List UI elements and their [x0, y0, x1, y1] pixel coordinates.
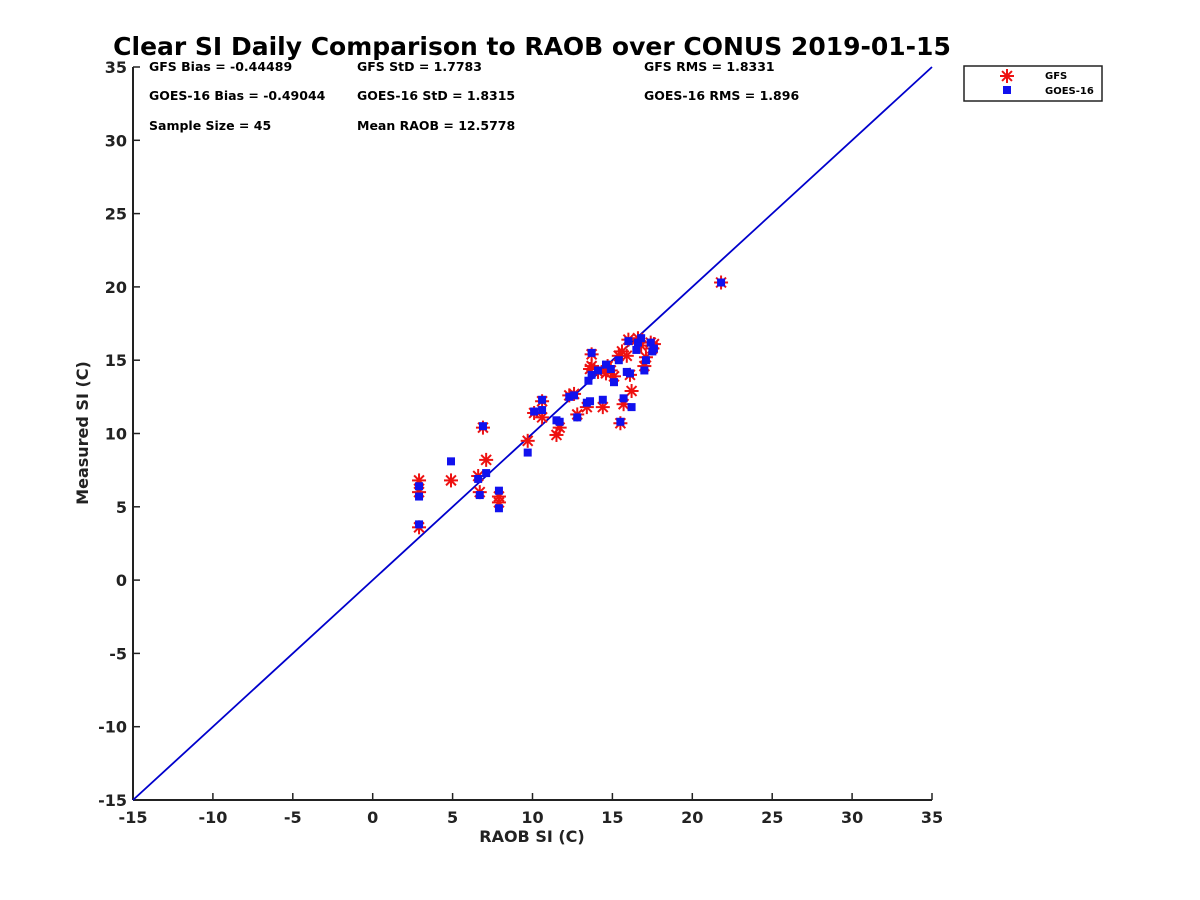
goes-16-point [584, 376, 593, 385]
goes-16-point [637, 334, 646, 343]
y-tick-label: 15 [105, 351, 127, 370]
goes-16-point [494, 486, 503, 495]
goes-16-point [625, 369, 634, 378]
x-tick-label: 30 [841, 808, 863, 827]
goes-16-point [616, 417, 625, 426]
goes-16-point [573, 413, 582, 422]
legend: GFS GOES-16 [963, 65, 1103, 102]
goes-16-point [594, 366, 603, 375]
x-tick-label: 5 [447, 808, 458, 827]
goes-16-point [602, 360, 611, 369]
goes-16-point [538, 406, 547, 415]
goes-16-point [415, 492, 424, 501]
gfs-point [520, 433, 535, 448]
y-tick-label: 35 [105, 58, 127, 77]
goes-16-point [555, 417, 564, 426]
goes-16-point [538, 395, 547, 404]
y-tick-label: 30 [105, 131, 127, 150]
legend-goes-16-label: GOES-16 [1045, 86, 1094, 97]
goes-16-point [627, 403, 636, 412]
stat-annotation: Mean RAOB = 12.5778 [357, 118, 515, 133]
legend-gfs-label: GFS [1045, 71, 1067, 82]
stat-annotation: GFS StD = 1.7783 [357, 59, 482, 74]
stat-annotation: GFS Bias = -0.44489 [149, 59, 292, 74]
x-tick-label: -10 [198, 808, 227, 827]
goes-16-point [523, 448, 532, 457]
x-tick-label: 25 [761, 808, 783, 827]
stat-annotation: GOES-16 StD = 1.8315 [357, 88, 515, 103]
statistics-annotations: GFS Bias = -0.44489 GFS StD = 1.7783 GFS R… [149, 59, 799, 133]
y-axis-label: Measured SI (C) [73, 361, 92, 505]
goes-16-point [641, 356, 650, 365]
legend-gfs-marker [1000, 69, 1014, 83]
y-tick-label: 20 [105, 278, 127, 297]
goes-16-point [474, 474, 483, 483]
y-tick-label: -5 [109, 644, 127, 663]
goes-16-point [649, 344, 658, 353]
goes-16-point [530, 407, 539, 416]
x-tick-label: 35 [921, 808, 943, 827]
goes-16-point [565, 392, 574, 401]
x-tick-label: -15 [119, 808, 148, 827]
y-ticks: -15 -10 -5 0 5 10 15 20 25 30 35 [98, 58, 140, 810]
y-tick-label: 5 [116, 498, 127, 517]
y-tick-label: 0 [116, 571, 127, 590]
x-tick-label: 15 [601, 808, 623, 827]
chart-title: Clear SI Daily Comparison to RAOB over C… [113, 32, 951, 61]
goes-16-point [586, 397, 595, 406]
goes-16-point [619, 394, 628, 403]
goes-16-point [482, 469, 491, 478]
goes-16-point [632, 345, 641, 354]
stat-annotation: GOES-16 Bias = -0.49044 [149, 88, 326, 103]
gfs-point [535, 410, 550, 425]
goes-16-point [587, 370, 596, 379]
goes-16-point [587, 348, 596, 357]
y-tick-label: -15 [98, 791, 127, 810]
goes-16-point [624, 337, 633, 346]
goes-16-point [447, 457, 456, 466]
goes-16-point [717, 278, 726, 287]
stat-annotation: GFS RMS = 1.8331 [644, 59, 775, 74]
stat-annotation: Sample Size = 45 [149, 118, 271, 133]
goes-16-point [598, 395, 607, 404]
goes-16-point [475, 491, 484, 500]
goes-16-point [415, 520, 424, 529]
goes-16-point [640, 366, 649, 375]
stat-annotation: GOES-16 RMS = 1.896 [644, 88, 799, 103]
one-to-one-reference-line [132, 66, 933, 801]
x-tick-label: 20 [681, 808, 703, 827]
gfs-point [624, 383, 639, 398]
gfs-point [479, 452, 494, 467]
goes-16-point [614, 356, 623, 365]
y-tick-label: 25 [105, 205, 127, 224]
x-tick-label: 0 [367, 808, 378, 827]
x-ticks: -15 -10 -5 0 5 10 15 20 25 30 35 [119, 793, 943, 827]
goes-16-point [494, 504, 503, 513]
goes-16-point [570, 391, 579, 400]
gfs-point [444, 473, 459, 488]
series-goes-16 [415, 278, 726, 529]
goes-16-point [633, 338, 642, 347]
x-tick-label: 10 [521, 808, 543, 827]
x-axis-label: RAOB SI (C) [479, 827, 584, 846]
goes-16-point [609, 378, 618, 387]
gfs-point [614, 344, 629, 359]
legend-box [963, 65, 1103, 102]
x-tick-label: -5 [284, 808, 302, 827]
goes-16-point [646, 338, 655, 347]
goes-16-point [478, 422, 487, 431]
goes-16-point [606, 364, 615, 373]
legend-gfs-asterisk [1000, 69, 1014, 83]
goes-16-point [415, 482, 424, 491]
legend-goes-16-marker [1003, 86, 1011, 94]
y-tick-label: -10 [98, 718, 127, 737]
y-tick-label: 10 [105, 425, 127, 444]
